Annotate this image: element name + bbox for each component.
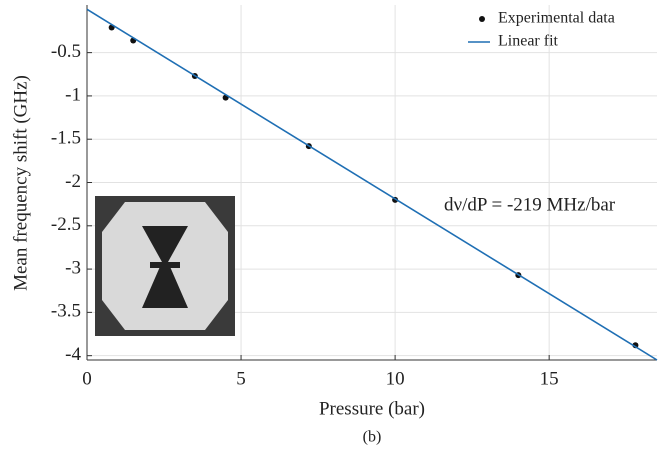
y-tick-label: -1.5 (51, 128, 81, 149)
legend-label: Experimental data (498, 10, 615, 27)
legend-label: Linear fit (498, 33, 559, 50)
x-tick-label: 15 (540, 368, 559, 389)
y-tick-label: -2 (65, 171, 81, 192)
y-tick-label: -2.5 (51, 214, 81, 235)
y-tick-label: -0.5 (51, 41, 81, 62)
x-tick-label: 5 (236, 368, 246, 389)
fit-line (86, 8, 658, 361)
legend-swatch (479, 16, 485, 22)
annotation: dν/dP = -219 MHz/bar (444, 194, 616, 215)
x-tick-label: 0 (82, 368, 92, 389)
y-axis-label: Mean frequency shift (GHz) (10, 75, 31, 291)
y-tick-label: -3 (65, 257, 81, 278)
x-tick-label: 10 (386, 368, 405, 389)
y-tick-label: -3.5 (51, 301, 81, 322)
x-axis-label: Pressure (bar) (319, 398, 425, 419)
caption: (b) (363, 429, 382, 446)
y-tick-label: -1 (65, 84, 81, 105)
inset-image (95, 196, 235, 336)
y-tick-label: -4 (65, 344, 81, 365)
